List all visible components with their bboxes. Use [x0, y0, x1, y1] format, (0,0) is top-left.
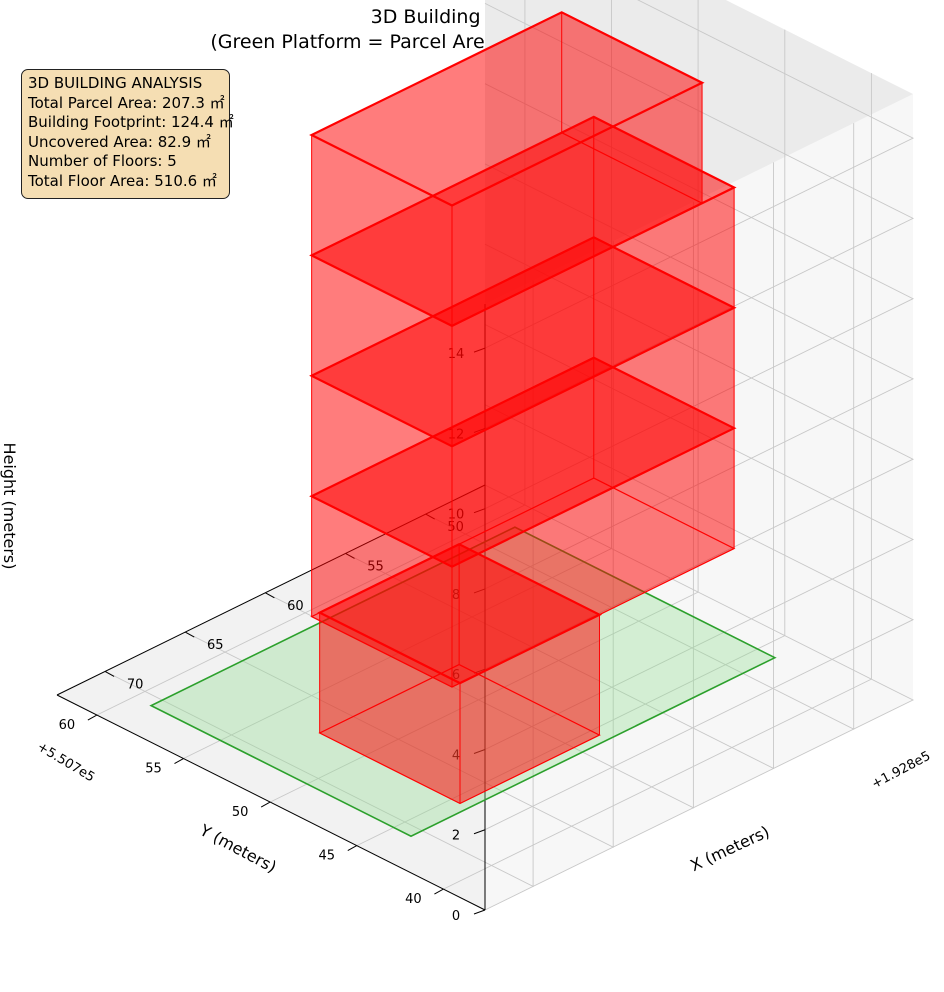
analysis-floor-area: Total Floor Area: 510.6 ㎡: [28, 171, 217, 190]
x-tick: [104, 670, 115, 677]
z-tick: [473, 829, 486, 835]
y-tick-label: 50: [232, 805, 249, 820]
building-floor-2: [309, 356, 737, 688]
z-grid-line: [484, 163, 915, 590]
z-tick-label: 6: [452, 668, 460, 683]
y-tick-label: 45: [318, 849, 335, 864]
y-tick: [174, 758, 184, 764]
z-axis-label: Height (meters): [0, 443, 19, 570]
building-analysis-box: 3D BUILDING ANALYSIS Total Parcel Area: …: [21, 69, 234, 199]
y-tick: [260, 801, 271, 808]
analysis-title: 3D BUILDING ANALYSIS: [28, 74, 203, 92]
z-grid-line: [484, 0, 915, 349]
floor-face: [311, 116, 594, 376]
z-grid-line: [484, 83, 915, 510]
z-grid-line: [484, 484, 915, 911]
z-tick-label: 4: [452, 748, 460, 763]
floor-face: [311, 357, 735, 567]
x-axis-line: [56, 484, 486, 696]
y-tick-label: 60: [59, 718, 76, 733]
floor-face: [460, 614, 600, 804]
x-tick: [265, 592, 275, 599]
z-tick: [473, 909, 486, 915]
x-tick-label: 70: [127, 677, 144, 692]
y-offset-label: +5.507e5: [34, 739, 97, 785]
analysis-floor-count: Number of Floors: 5: [28, 152, 177, 170]
floor-face: [452, 307, 735, 567]
z-grid-line: [484, 2, 915, 429]
building-floor-3: [309, 236, 737, 568]
floor-face: [452, 82, 703, 326]
x-offset-label: +1.928e5: [869, 749, 933, 792]
floor-face: [311, 135, 452, 326]
floor-face: [311, 357, 594, 617]
y-tick: [87, 714, 98, 721]
floor-face: [459, 544, 600, 736]
z-tick-label: 2: [452, 829, 460, 844]
x-tick: [345, 552, 355, 559]
floor-face: [311, 496, 452, 688]
y-tick: [434, 888, 444, 895]
floor-face: [593, 237, 735, 429]
floor-face: [311, 237, 735, 447]
floor-face: [319, 544, 460, 733]
floor-face: [311, 237, 594, 497]
floor-face: [593, 357, 735, 549]
z-tick: [473, 508, 486, 514]
floor-face: [452, 428, 735, 688]
z-tick-label: 8: [452, 588, 460, 603]
building-floor-5: [309, 11, 705, 327]
z-tick: [473, 588, 486, 594]
building-floor-4: [309, 115, 737, 447]
floor-face: [311, 357, 735, 567]
x-tick-label: 60: [287, 599, 304, 614]
floor-face: [311, 255, 452, 447]
analysis-footprint: Building Footprint: 124.4 ㎡: [28, 113, 234, 131]
floor-face: [561, 12, 703, 204]
floor-face: [311, 132, 703, 326]
floor-face: [319, 612, 460, 804]
floor-face: [452, 187, 735, 447]
x-axis-label: X (meters): [687, 822, 772, 875]
analysis-uncovered-area: Uncovered Area: 82.9 ㎡: [28, 132, 211, 151]
floor-bottom-edge: [310, 236, 736, 447]
grid-lines: [96, 0, 915, 911]
y-tick: [347, 845, 358, 852]
y-axis-label: Y (meters): [196, 820, 280, 877]
z-grid-line: [484, 404, 915, 831]
floor-face: [311, 12, 703, 206]
floor-face: [311, 478, 735, 688]
floor-bottom-edge: [310, 357, 736, 568]
floor-bottom-edge: [310, 132, 704, 327]
floor-face: [311, 375, 452, 567]
z-tick: [473, 427, 486, 433]
z-tick: [473, 347, 486, 353]
floor-face: [311, 116, 735, 326]
z-tick: [473, 749, 486, 754]
y-axis-line: [56, 694, 486, 911]
axis-lines: [56, 304, 486, 911]
x-tick: [425, 513, 435, 520]
z-grid-line: [484, 243, 915, 670]
y-tick-label: 40: [405, 892, 422, 907]
floor-face: [311, 237, 735, 447]
floor-bottom-edge: [310, 477, 736, 688]
x-tick: [184, 631, 195, 638]
z-tick-label: 0: [452, 909, 460, 924]
tick-marks: [87, 347, 486, 915]
floor-face: [311, 12, 562, 256]
y-tick-label: 55: [145, 762, 162, 777]
x-tick-label: 65: [207, 638, 224, 653]
x-tick-label: 55: [367, 559, 384, 574]
analysis-parcel-area: Total Parcel Area: 207.3 ㎡: [28, 93, 225, 112]
scene-geometry: [149, 11, 777, 838]
z-grid-line: [484, 324, 915, 750]
floor-face: [593, 116, 735, 308]
